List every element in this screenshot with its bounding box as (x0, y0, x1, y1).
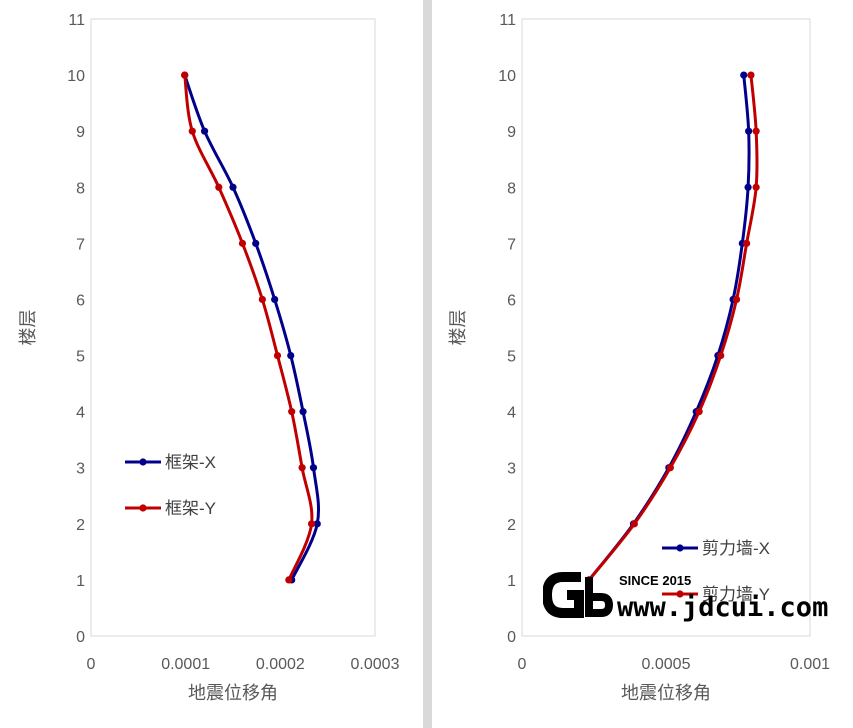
data-point (288, 408, 296, 416)
watermark-logo (543, 572, 614, 618)
data-point (188, 127, 196, 135)
series-line (183, 74, 314, 581)
data-point (307, 520, 316, 528)
y-tick-label: 4 (507, 405, 516, 422)
series-line (587, 74, 751, 581)
legend-label: 剪力墙-X (702, 539, 770, 558)
data-point (273, 351, 282, 360)
data-point (666, 464, 674, 472)
watermark-site: www.jdcui.com (617, 592, 828, 623)
site-watermark: SINCE 2015 www.jdcui.com (543, 565, 853, 625)
chart-panel-frame: 0 1 2 3 4 5 6 7 8 9 10 11 0 0.0001 0.0002 0.0003 地震位移角 楼层… (0, 0, 423, 728)
y-tick-label: 2 (76, 517, 85, 534)
data-point (743, 239, 751, 247)
data-point (229, 183, 237, 191)
legend-marker (139, 458, 147, 466)
y-tick-label: 3 (507, 461, 516, 478)
data-point (258, 295, 266, 304)
y-tick-label: 10 (498, 68, 516, 85)
x-tick-label: 0.0002 (256, 656, 305, 673)
y-tick-label: 8 (507, 180, 516, 197)
y-tick-label: 0 (507, 629, 516, 646)
data-point (299, 408, 307, 416)
frame-drift-chart: 0 1 2 3 4 5 6 7 8 9 10 11 0 0.0001 0.0002 0.0003 地震位移角 楼层… (18, 12, 400, 703)
legend-label: 剪力墙-Y (702, 585, 770, 604)
data-point (309, 464, 318, 472)
y-axis-title: 楼层 (448, 310, 468, 346)
x-tick-label: 0.001 (790, 656, 830, 673)
x-axis-title: 地震位移角 (621, 683, 711, 703)
data-point (313, 520, 321, 528)
series-line (587, 74, 759, 581)
y-axis-title: 楼层 (18, 310, 38, 346)
legend-marker (139, 504, 147, 512)
x-tick-label: 0.0001 (161, 656, 210, 673)
y-tick-label: 1 (76, 573, 85, 590)
data-point (747, 71, 755, 79)
data-point (298, 464, 306, 472)
y-tick-label: 5 (507, 349, 516, 366)
data-point (630, 520, 638, 528)
data-point (271, 295, 279, 304)
y-tick-label: 2 (507, 517, 516, 534)
y-tick-label: 3 (76, 461, 85, 478)
y-tick-label: 11 (499, 12, 516, 29)
y-tick-label: 0 (76, 629, 85, 646)
data-point (717, 351, 725, 360)
data-point (287, 351, 295, 360)
y-tick-label: 7 (507, 236, 516, 253)
watermark-since: SINCE 2015 (619, 573, 691, 588)
y-tick-label: 6 (76, 292, 85, 309)
legend-marker (676, 544, 684, 552)
x-axis-title: 地震位移角 (188, 683, 278, 703)
data-point (745, 127, 753, 135)
data-point (695, 408, 703, 416)
y-tick-label: 11 (68, 12, 85, 29)
data-point (215, 183, 223, 191)
data-point (752, 183, 760, 191)
legend-label: 框架-Y (165, 499, 216, 518)
plot-area-border (90, 18, 376, 637)
data-point (181, 71, 189, 79)
data-point (201, 127, 209, 135)
data-point (752, 127, 760, 135)
data-point (740, 71, 748, 79)
plot-area-border (521, 18, 811, 637)
y-tick-label: 1 (507, 573, 516, 590)
y-tick-label: 4 (76, 405, 85, 422)
y-tick-label: 9 (76, 124, 85, 141)
y-tick-label: 8 (76, 180, 85, 197)
y-tick-label: 9 (507, 124, 516, 141)
series-line (183, 74, 321, 581)
y-tick-label: 6 (507, 292, 516, 309)
y-tick-label: 5 (76, 349, 85, 366)
data-point (252, 239, 260, 247)
x-tick-label: 0.0005 (642, 656, 691, 673)
legend-label: 框架-X (165, 453, 216, 472)
x-tick-label: 0 (87, 656, 96, 673)
data-point (744, 183, 752, 191)
data-point (285, 576, 293, 584)
chart-panel-shearwall: 0 1 2 3 4 5 6 7 8 9 10 11 0 0.0005 0.001 地震位移角 楼层剪力墙-X 剪力… (432, 0, 853, 728)
x-tick-label: 0.0003 (351, 656, 400, 673)
y-tick-label: 7 (76, 236, 85, 253)
data-point (238, 239, 247, 247)
data-point (732, 295, 741, 304)
legend-marker (676, 590, 684, 598)
x-tick-label: 0 (518, 656, 527, 673)
y-tick-label: 10 (67, 68, 85, 85)
